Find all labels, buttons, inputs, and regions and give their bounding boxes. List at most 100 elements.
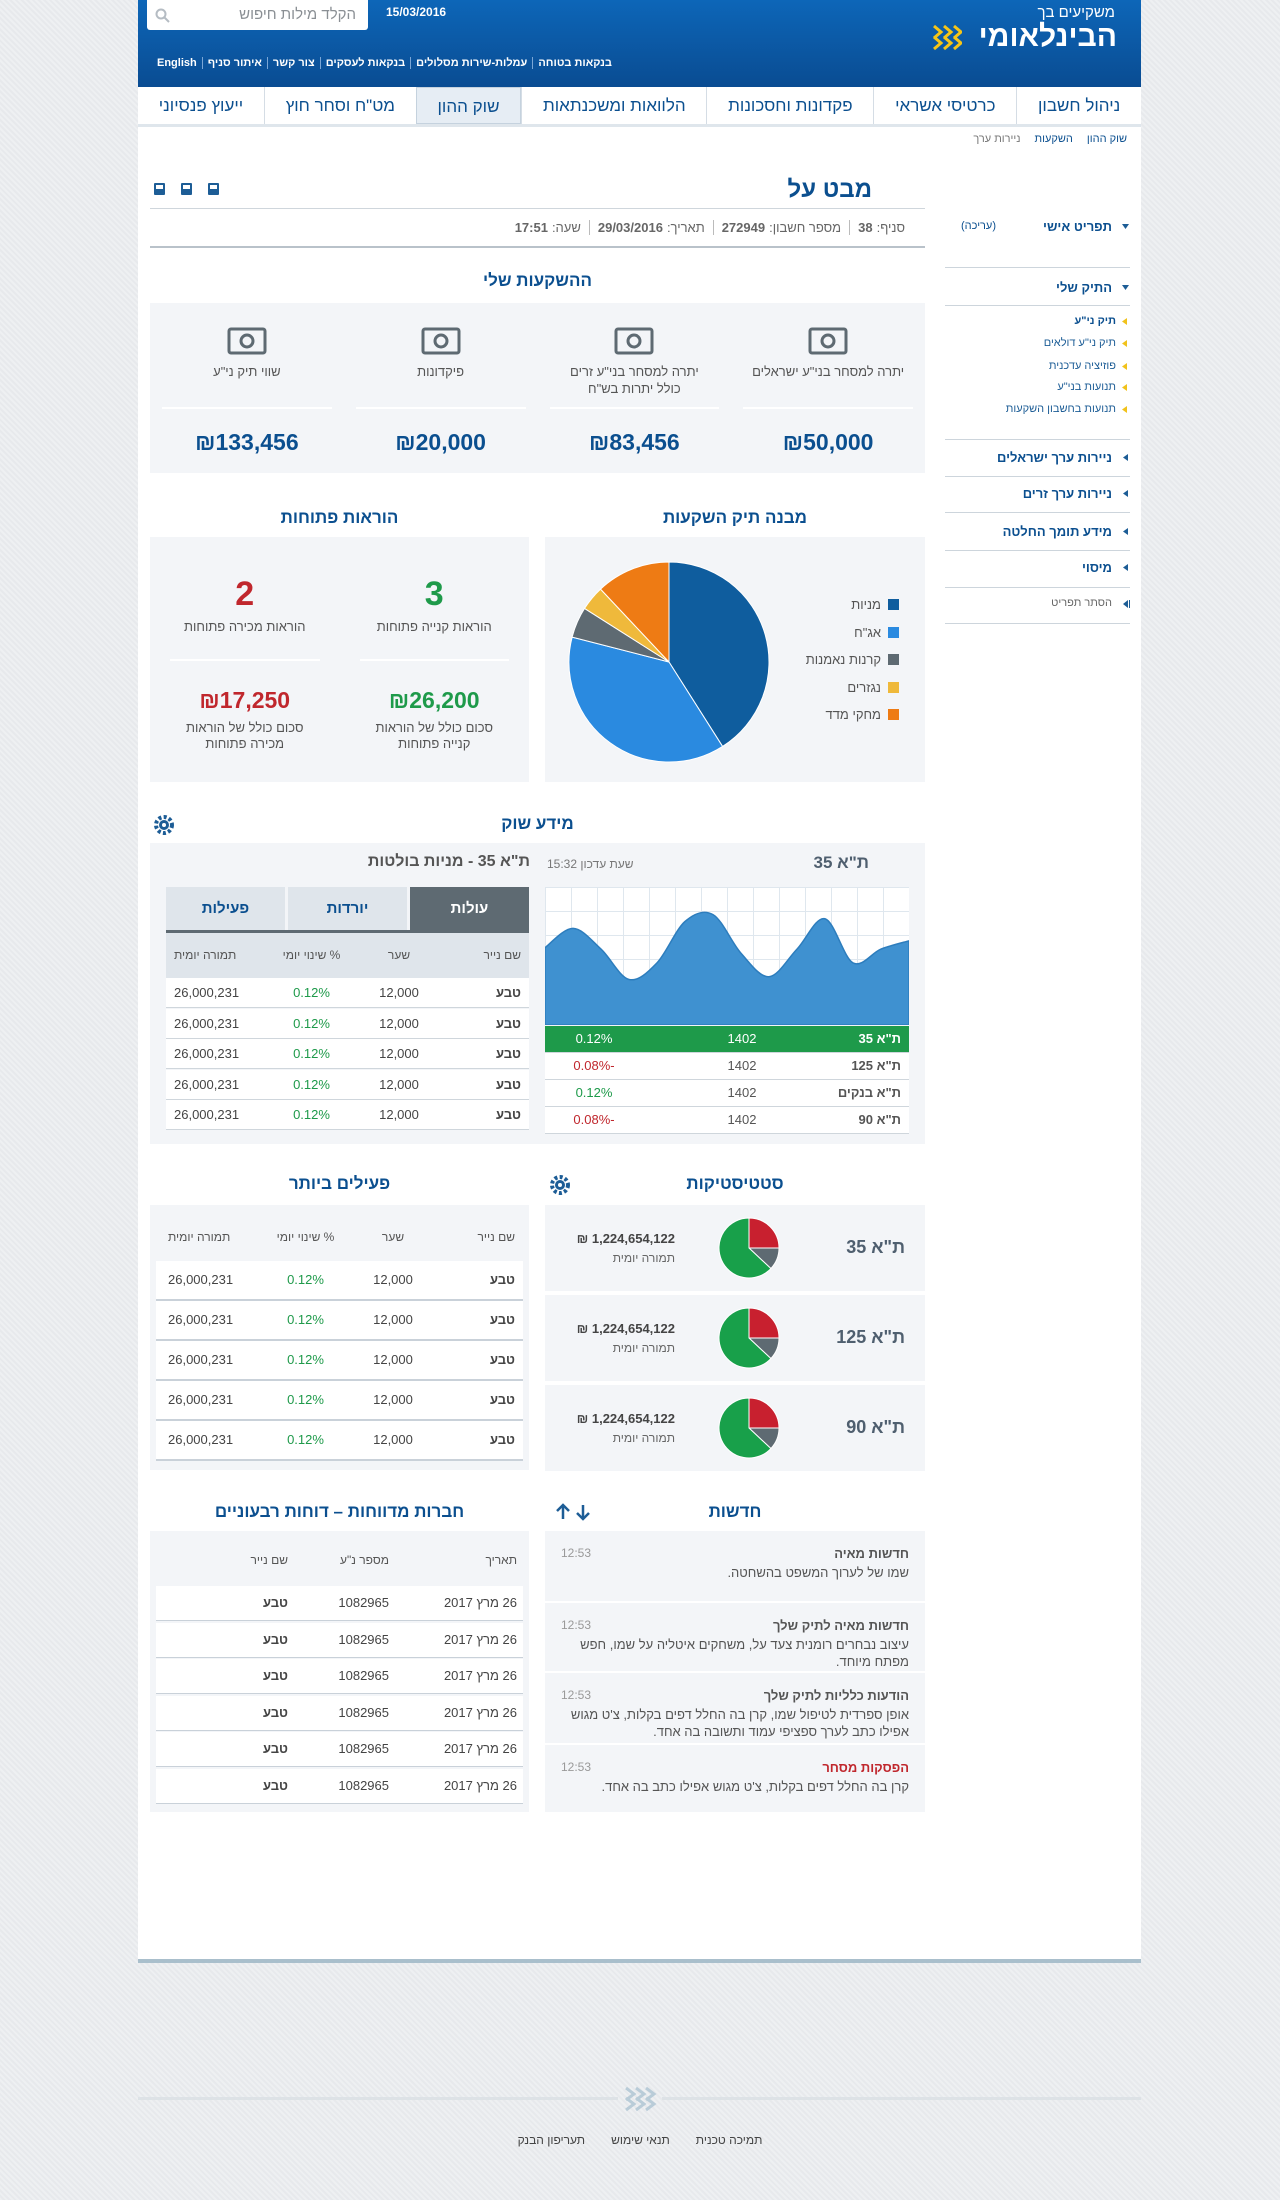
index-row: ת"א 125 1402 -0.08% xyxy=(545,1053,909,1080)
gear-teeth xyxy=(550,1175,570,1195)
search-box[interactable]: הקלד מילות חיפוש xyxy=(147,0,368,30)
footer-link[interactable]: תעריפון הבנק xyxy=(517,2133,586,2147)
icon-inner xyxy=(183,185,190,189)
tab[interactable]: פעילות xyxy=(166,887,285,930)
pie-slice xyxy=(718,1217,772,1279)
breadcrumb-item: ניירות ערך xyxy=(973,133,1021,145)
table-cell: 26 מרץ 2017 xyxy=(443,1668,517,1684)
tab[interactable]: עולות xyxy=(410,887,529,930)
arrow-shape xyxy=(1122,285,1129,290)
sidebar-link[interactable]: תיק ני"ע דולאים xyxy=(1043,337,1116,349)
sidebar-section[interactable]: ניירות ערך זרים xyxy=(1022,486,1112,501)
info-label: שעה: xyxy=(551,220,581,235)
sidebar-section[interactable]: ניירות ערך ישראלים xyxy=(997,450,1112,465)
allocation-pie xyxy=(568,561,770,763)
icon-frame xyxy=(614,327,654,355)
card-rule xyxy=(355,407,526,409)
top-link[interactable]: English xyxy=(157,57,197,69)
tool-icons xyxy=(154,183,219,195)
stat-block: ת"א 35 ₪ 1,224,654,122 תמורה יומית xyxy=(545,1205,925,1291)
table-cell: תמורה יומית xyxy=(168,1230,231,1244)
breadcrumb-item[interactable]: שוק ההון xyxy=(1086,133,1127,145)
legend-label: מחקי מדד xyxy=(825,707,882,722)
investments-panel: יתרה למסחר בני"ע ישראלים ₪50,000 יתרה למסח… xyxy=(150,303,925,473)
tool-icon[interactable] xyxy=(208,183,219,195)
report-row: 26 מרץ 2017 1082965 טבע xyxy=(156,1769,523,1804)
table-cell: טבע xyxy=(495,1015,521,1031)
section-title: מידע שוק xyxy=(501,814,574,833)
nav-item[interactable]: שוק ההון xyxy=(415,87,522,124)
top-link[interactable]: עמלות-שירות מסלולים xyxy=(410,57,532,69)
breadcrumb-item[interactable]: השקעות xyxy=(1034,133,1073,145)
scroll-arrow[interactable] xyxy=(556,1503,570,1519)
table-cell: טבע xyxy=(489,1312,515,1327)
nav-item[interactable]: כרטיסי אשראי xyxy=(873,87,1016,124)
top-link[interactable]: צור קשר xyxy=(266,57,320,69)
pie-slice xyxy=(748,1217,780,1249)
section-title: פעילים ביותר xyxy=(288,1174,391,1193)
tab[interactable]: יורדות xyxy=(288,887,407,930)
nav-item[interactable]: מט"ח וסחר חוץ xyxy=(263,87,416,124)
sidebar-link[interactable]: פוזיציה עדכנית xyxy=(1048,360,1116,372)
table-cell: טבע xyxy=(262,1778,288,1793)
table-cell: 12,000 xyxy=(379,1076,419,1092)
top-link[interactable]: איתור סניף xyxy=(201,57,267,69)
table-cell: 1082965 xyxy=(338,1778,389,1793)
table-cell: 26,000,231 xyxy=(174,985,240,1000)
hide-menu[interactable]: הסתר תפריט xyxy=(1051,597,1112,609)
sidebar-heading[interactable]: התיק שלי xyxy=(1056,280,1112,295)
settings-icon[interactable] xyxy=(550,1175,570,1195)
nav-item[interactable]: ניהול חשבון xyxy=(1016,87,1141,124)
table-cell: % שינוי יומי xyxy=(282,948,341,962)
nav-item[interactable]: הלוואות ומשכנתאות xyxy=(521,87,706,124)
reports-panel: תאריך מספר נ"ע שם נייר 26 מרץ 2017 1082965 טב… xyxy=(150,1531,529,1812)
footer-link[interactable]: תמיכה טכנית xyxy=(695,2133,763,2147)
sidebar-link[interactable]: תנועות בחשבון השקעות xyxy=(1005,403,1116,415)
legend-swatch xyxy=(888,599,899,610)
sidebar-section[interactable]: מיסוי xyxy=(1081,560,1112,575)
sidebar-section[interactable]: מידע תומך החלטה xyxy=(1002,524,1112,539)
sidebar-heading[interactable]: תפריט אישי xyxy=(1043,219,1112,234)
sidebar-rule xyxy=(945,305,1130,306)
table-cell: טבע xyxy=(489,1352,515,1367)
edit-link[interactable]: (עריכה) xyxy=(961,220,996,232)
tool-icon[interactable] xyxy=(154,183,165,195)
footer-link[interactable]: תנאי שימוש xyxy=(611,2133,670,2147)
index-value: 1402 xyxy=(727,1112,757,1127)
news-time: 12:53 xyxy=(561,1546,592,1560)
top-link[interactable]: בנקאות בטוחה xyxy=(532,57,617,69)
info-value: 17:51 xyxy=(514,220,548,235)
nav-item[interactable]: ייעוץ פנסיוני xyxy=(158,96,244,115)
hide-icon xyxy=(1123,600,1130,608)
settings-icon[interactable] xyxy=(154,815,174,835)
order-block: 3 הוראות קנייה פתוחות ₪26,200 סכום כולל של … xyxy=(340,537,530,782)
table-cell: טבע xyxy=(489,1272,515,1287)
stat-amount: ₪ 1,224,654,122 xyxy=(576,1411,675,1426)
nav-item[interactable]: פקדונות וחסכונות xyxy=(706,87,873,124)
news-item: 12:53 הודעות כלליות לתיק שלך אופן ספרדית ל… xyxy=(545,1673,925,1745)
table-cell: 26 מרץ 2017 xyxy=(443,1595,517,1610)
table-row: טבע 12,000 0.12% 26,000,231 xyxy=(156,1381,523,1421)
tool-icon[interactable] xyxy=(181,183,192,195)
news-title: חדשות מאיה xyxy=(834,1546,909,1561)
table-row: טבע 12,000 0.12% 26,000,231 xyxy=(166,1100,529,1130)
scroll-arrow[interactable] xyxy=(576,1505,590,1521)
table-cell: 0.12% xyxy=(293,1076,330,1092)
table-cell: 26 מרץ 2017 xyxy=(443,1631,517,1647)
index-row: ת"א 35 1402 0.12% xyxy=(545,1026,909,1053)
table-cell: טבע xyxy=(495,1076,521,1092)
menu-arrow xyxy=(1123,564,1128,571)
stat-label: תמורה יומית xyxy=(612,1431,675,1445)
info-value: 272949 xyxy=(721,220,766,235)
news-title: הודעות כלליות לתיק שלך xyxy=(763,1688,909,1703)
bullet-shape xyxy=(1122,340,1127,347)
sidebar-link[interactable]: תיק ני"ע xyxy=(1074,315,1116,327)
news-text: אופן ספרדית לטיפול שמו, קרן בה החלל דפים… xyxy=(570,1707,909,1739)
icon-inner xyxy=(156,185,163,189)
page-title: מבט על xyxy=(787,176,872,203)
card-icon xyxy=(808,327,848,355)
top-link[interactable]: בנקאות לעסקים xyxy=(319,57,410,69)
sidebar-link[interactable]: תנועות בני"ע xyxy=(1057,381,1116,393)
arrow-shape xyxy=(1123,564,1128,571)
table-cell: תמורה יומית xyxy=(174,948,237,962)
